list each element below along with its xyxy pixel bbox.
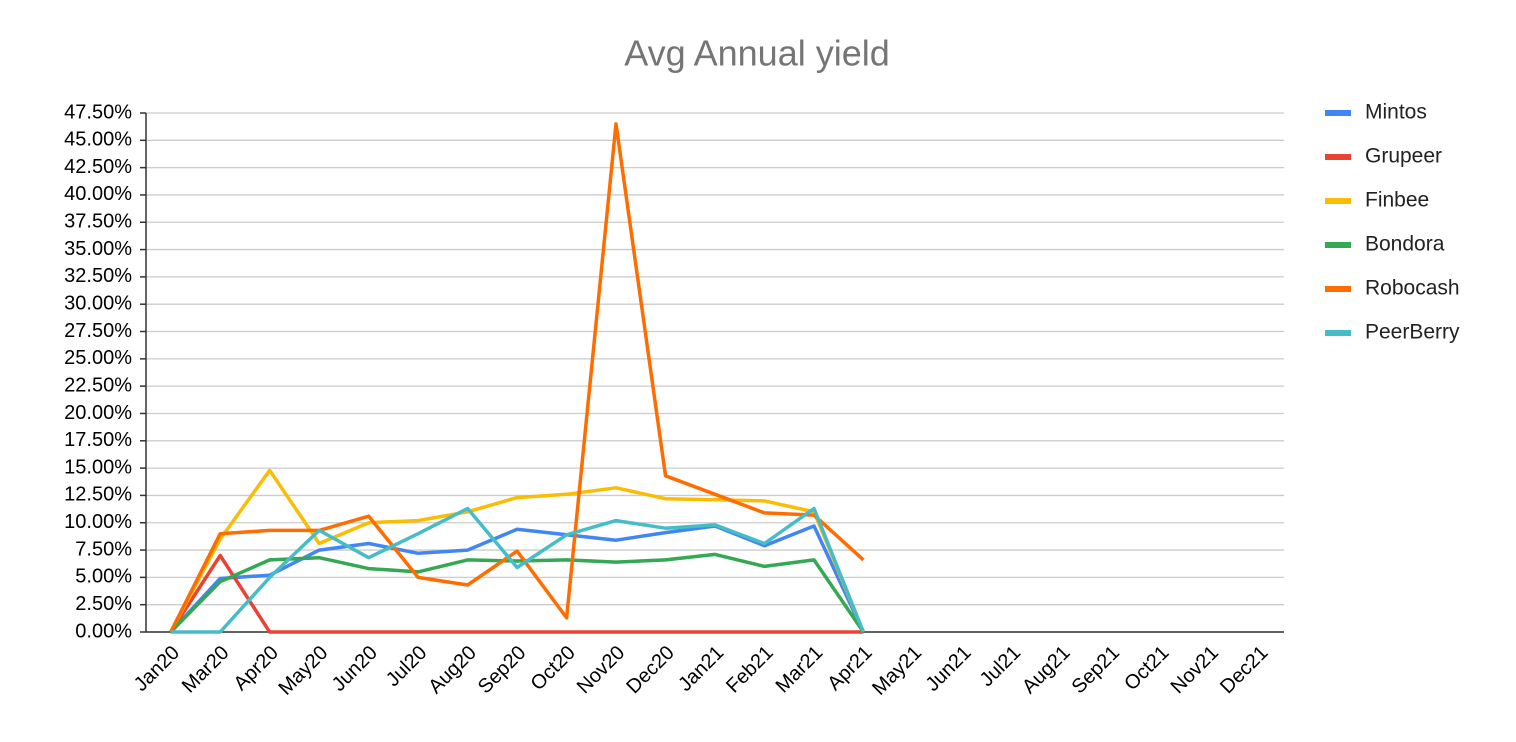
y-tick-label: 35.00% [64,238,132,260]
x-tick-label: Oct20 [527,642,580,695]
x-tick-label: Jun20 [328,642,382,696]
y-tick-label: 7.50% [75,538,132,560]
legend-label: Finbee [1365,189,1429,212]
x-tick-label: May20 [274,642,332,700]
x-tick-label: Jul21 [976,642,1025,691]
y-tick-label: 42.50% [64,156,132,178]
y-tick-label: 20.00% [64,402,132,424]
x-tick-label: Apr21 [823,642,876,695]
x-tick-label: Aug20 [424,642,480,698]
x-tick-label: Jan21 [674,642,728,696]
y-tick-label: 45.00% [64,129,132,151]
line-series [170,506,866,634]
y-tick-label: 0.00% [75,620,132,642]
line-series [169,468,866,633]
x-tick-label: Mar20 [178,642,234,698]
y-tick-label: 47.50% [64,101,132,123]
y-tick-label: 5.00% [75,566,132,588]
legend-label: Robocash [1365,277,1460,300]
x-tick-label: Dec20 [622,642,678,698]
y-tick-label: 25.00% [64,347,132,369]
x-tick-label: Jun21 [922,642,976,696]
x-tick-label: Sep20 [474,642,530,698]
y-tick-label: 32.50% [64,265,132,287]
y-tick-label: 40.00% [64,183,132,205]
x-tick-label: Mar21 [772,642,828,698]
x-tick-label: Aug21 [1018,642,1074,698]
y-tick-label: 12.50% [64,484,132,506]
line-series [169,553,864,634]
x-tick-label: Jul20 [382,642,431,691]
y-tick-label: 22.50% [64,374,132,396]
y-tick-label: 15.00% [64,456,132,478]
x-tick-label: Nov21 [1167,642,1223,698]
legend-label: Mintos [1365,101,1427,124]
grid [146,112,1284,633]
y-tick-label: 37.50% [64,211,132,233]
x-tick-label: May21 [868,642,926,700]
legend-label: Grupeer [1365,145,1442,168]
legend-label: Bondora [1365,233,1445,256]
x-tick-label: Jan20 [130,642,184,696]
x-tick-label: Dec21 [1216,642,1272,698]
x-tick-label: Sep21 [1068,642,1124,698]
x-tick-label: Apr20 [230,642,283,695]
x-tick-label: Nov20 [573,642,629,698]
legend-label: PeerBerry [1365,321,1460,344]
y-tick-label: 27.50% [64,320,132,342]
y-tick-label: 2.50% [75,593,132,615]
y-tick-label: 10.00% [64,511,132,533]
line-series [169,552,865,634]
y-tick-label: 17.50% [64,429,132,451]
chart-title: Avg Annual yield [624,33,890,74]
y-tick-label: 30.00% [64,292,132,314]
line-series [169,122,865,633]
x-tick-label: Oct21 [1120,642,1173,695]
x-tick-label: Feb21 [722,642,778,698]
